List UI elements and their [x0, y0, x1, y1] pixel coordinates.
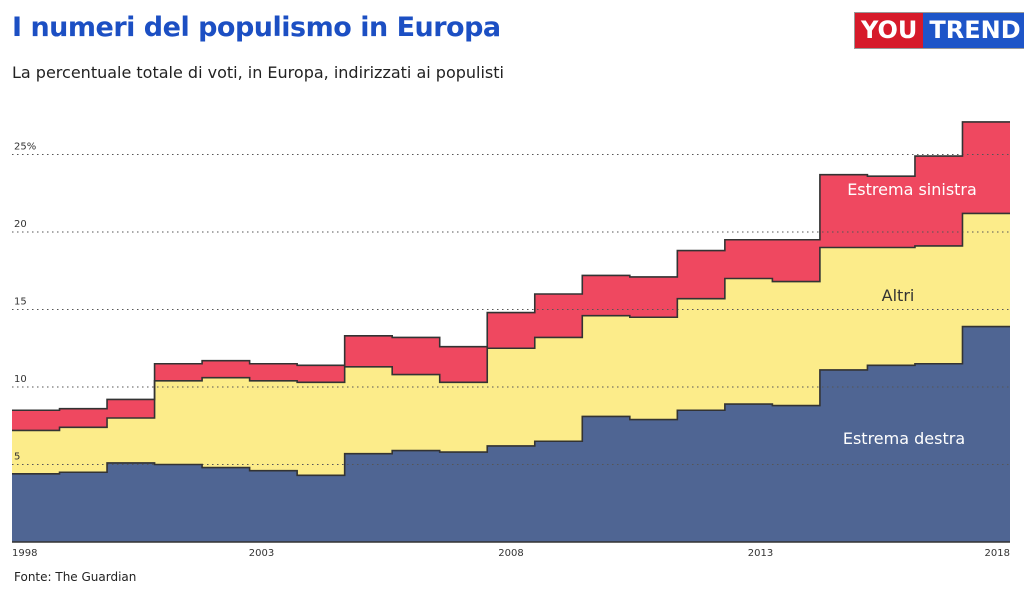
chart-subtitle: La percentuale totale di voti, in Europa… [12, 63, 504, 82]
logo-part-you: YOU [855, 13, 924, 48]
x-tick-label: 2013 [748, 548, 773, 559]
logo-part-trend: TREND [923, 13, 1024, 48]
y-tick-label: 5 [14, 452, 20, 463]
y-tick-label: 15 [14, 297, 27, 308]
series-label: Altri [882, 286, 915, 305]
series-area-estrema-destra [12, 326, 1010, 542]
series-label: Estrema sinistra [847, 180, 977, 199]
series-label: Estrema destra [843, 429, 965, 448]
x-tick-label: 2018 [985, 548, 1010, 559]
x-tick-label: 2008 [498, 548, 523, 559]
y-tick-label: 10 [14, 374, 27, 385]
chart-title: I numeri del populismo in Europa [12, 12, 501, 43]
series-outline [12, 325, 1010, 477]
x-tick-label: 1998 [12, 548, 37, 559]
x-tick-label: 2003 [249, 548, 274, 559]
series-outline [12, 212, 1010, 432]
y-tick-label: 20 [14, 219, 27, 230]
series-outline [12, 121, 1010, 412]
youtrend-logo: YOU TREND [854, 12, 1024, 49]
y-tick-label: 25% [14, 142, 36, 153]
source-note: Fonte: The Guardian [14, 570, 137, 584]
